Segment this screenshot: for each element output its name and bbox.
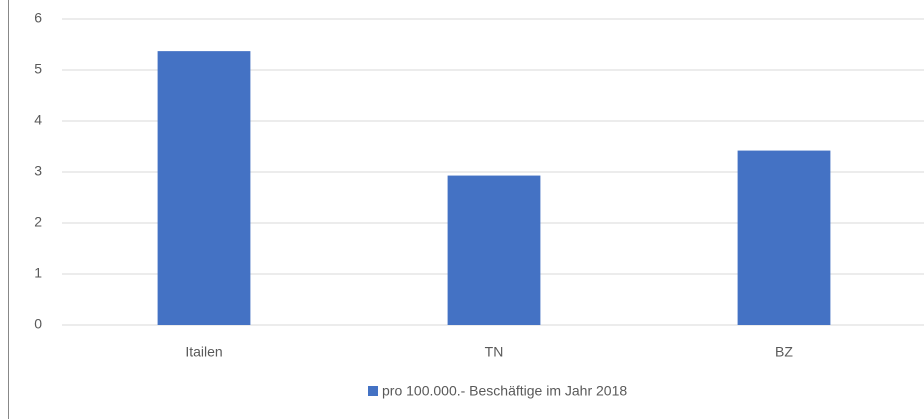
y-tick-label: 0	[34, 316, 42, 332]
x-tick-label: BZ	[775, 344, 793, 360]
y-tick-label: 2	[34, 214, 42, 230]
legend-label: pro 100.000.- Beschäftige im Jahr 2018	[382, 383, 627, 399]
y-tick-label: 3	[34, 163, 42, 179]
y-tick-label: 1	[34, 265, 42, 281]
y-tick-label: 4	[34, 112, 42, 128]
y-tick-label: 6	[34, 10, 42, 26]
bar	[447, 175, 541, 325]
legend-swatch	[368, 386, 378, 396]
y-tick-label: 5	[34, 61, 42, 77]
x-tick-label: TN	[485, 344, 504, 360]
bar	[737, 150, 831, 325]
x-tick-label: Itailen	[185, 344, 222, 360]
bar	[157, 51, 251, 325]
